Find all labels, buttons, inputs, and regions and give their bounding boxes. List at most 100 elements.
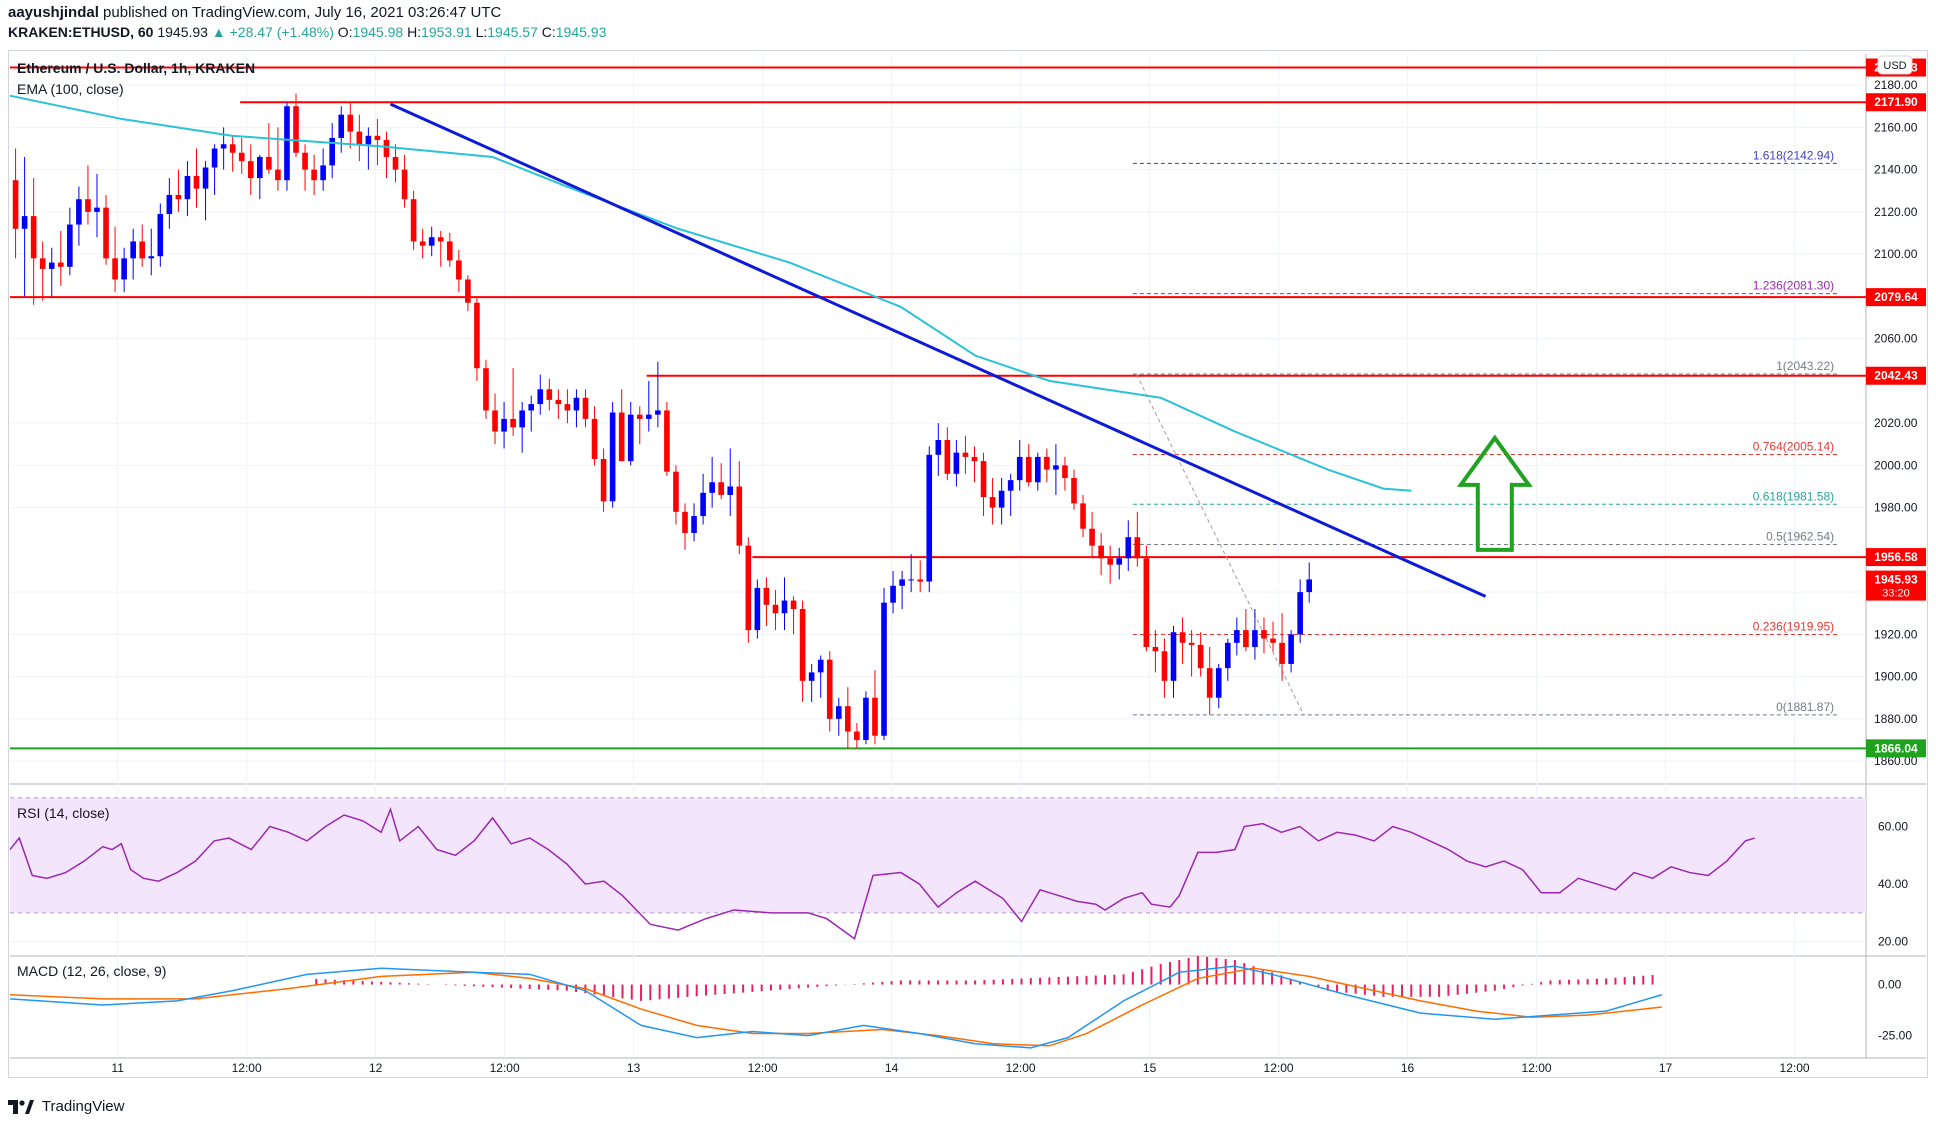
candle[interactable] [1188, 630, 1195, 677]
candle[interactable] [591, 406, 598, 466]
candle[interactable] [275, 127, 281, 191]
candle[interactable] [1016, 440, 1023, 491]
candle[interactable] [1261, 617, 1267, 654]
candle[interactable] [582, 389, 589, 428]
candle[interactable] [1044, 448, 1050, 483]
candle[interactable] [1197, 632, 1204, 677]
candle[interactable] [320, 148, 326, 191]
candle[interactable] [329, 123, 335, 179]
candle[interactable] [1071, 469, 1077, 510]
candle[interactable] [528, 395, 535, 432]
candle[interactable] [1179, 617, 1186, 664]
candle[interactable] [446, 232, 453, 267]
candle[interactable] [673, 465, 679, 525]
candle[interactable] [94, 173, 100, 238]
candle[interactable] [917, 560, 924, 593]
candle[interactable] [664, 401, 670, 476]
candle[interactable] [21, 156, 28, 297]
candle[interactable] [247, 144, 254, 195]
candle[interactable] [1035, 452, 1041, 491]
candle[interactable] [121, 247, 127, 293]
candle[interactable] [808, 663, 815, 702]
candle[interactable] [293, 93, 299, 157]
candle[interactable] [799, 600, 806, 702]
candle[interactable] [175, 169, 182, 212]
candle[interactable] [935, 423, 942, 476]
candle[interactable] [700, 473, 706, 525]
candle[interactable] [1062, 456, 1068, 491]
candle[interactable] [781, 577, 788, 631]
candle[interactable] [510, 368, 516, 436]
candle[interactable] [374, 118, 381, 166]
candle[interactable] [30, 178, 37, 305]
candle[interactable] [826, 651, 833, 732]
candle[interactable] [989, 478, 996, 525]
candle[interactable] [863, 691, 869, 745]
candle[interactable] [971, 446, 978, 483]
candle[interactable] [600, 448, 607, 512]
candle[interactable] [564, 389, 571, 424]
candle[interactable] [202, 161, 209, 221]
candle[interactable] [48, 247, 55, 297]
candle[interactable] [85, 165, 91, 225]
candle[interactable] [890, 570, 896, 614]
candle[interactable] [166, 178, 173, 229]
candle[interactable] [817, 655, 824, 698]
candle[interactable] [609, 401, 616, 508]
candle[interactable] [39, 241, 46, 301]
candle[interactable] [1107, 545, 1113, 584]
candle[interactable] [691, 503, 697, 542]
candle[interactable] [112, 226, 118, 293]
candle[interactable] [1170, 625, 1177, 698]
candle[interactable] [311, 154, 317, 195]
candle[interactable] [962, 435, 969, 474]
candle[interactable] [998, 478, 1005, 525]
candle[interactable] [1270, 621, 1276, 652]
candle[interactable] [953, 440, 960, 487]
candle[interactable] [872, 670, 878, 745]
candle[interactable] [1161, 638, 1168, 698]
candle[interactable] [157, 203, 164, 267]
candle[interactable] [193, 148, 200, 208]
candle[interactable] [365, 127, 372, 170]
candle[interactable] [383, 131, 390, 179]
brand-footer[interactable]: TradingView [8, 1098, 124, 1120]
candle[interactable] [103, 194, 109, 265]
candle[interactable] [419, 228, 426, 259]
candle[interactable] [148, 228, 155, 276]
candle[interactable] [1134, 511, 1141, 567]
candle-layer[interactable] [12, 93, 1313, 749]
candle[interactable] [636, 406, 643, 445]
candle[interactable] [790, 596, 797, 635]
candle[interactable] [573, 389, 580, 428]
candle[interactable] [944, 427, 951, 481]
candle[interactable] [492, 393, 498, 445]
candle[interactable] [474, 296, 480, 381]
candle[interactable] [709, 456, 715, 508]
candle[interactable] [67, 207, 73, 276]
candle[interactable] [655, 361, 661, 428]
candle[interactable] [555, 389, 562, 419]
candle[interactable] [519, 401, 525, 453]
candle[interactable] [1252, 609, 1258, 660]
candle[interactable] [772, 589, 779, 631]
candle[interactable] [338, 106, 345, 153]
candle[interactable] [1053, 444, 1059, 495]
candle[interactable] [763, 577, 770, 626]
candle[interactable] [57, 230, 64, 286]
candle[interactable] [238, 137, 245, 174]
candle[interactable] [302, 144, 308, 191]
candle[interactable] [546, 378, 553, 411]
candle[interactable] [1215, 663, 1222, 709]
candle[interactable] [410, 190, 417, 250]
candle[interactable] [257, 154, 263, 200]
candle[interactable] [1243, 609, 1249, 652]
candle[interactable] [908, 554, 914, 593]
candle[interactable] [1116, 547, 1123, 580]
author-name[interactable]: aayushjindal [8, 4, 99, 21]
candle[interactable] [211, 144, 218, 195]
candle[interactable] [754, 579, 761, 639]
candle[interactable] [1152, 630, 1159, 673]
candle[interactable] [12, 148, 19, 259]
